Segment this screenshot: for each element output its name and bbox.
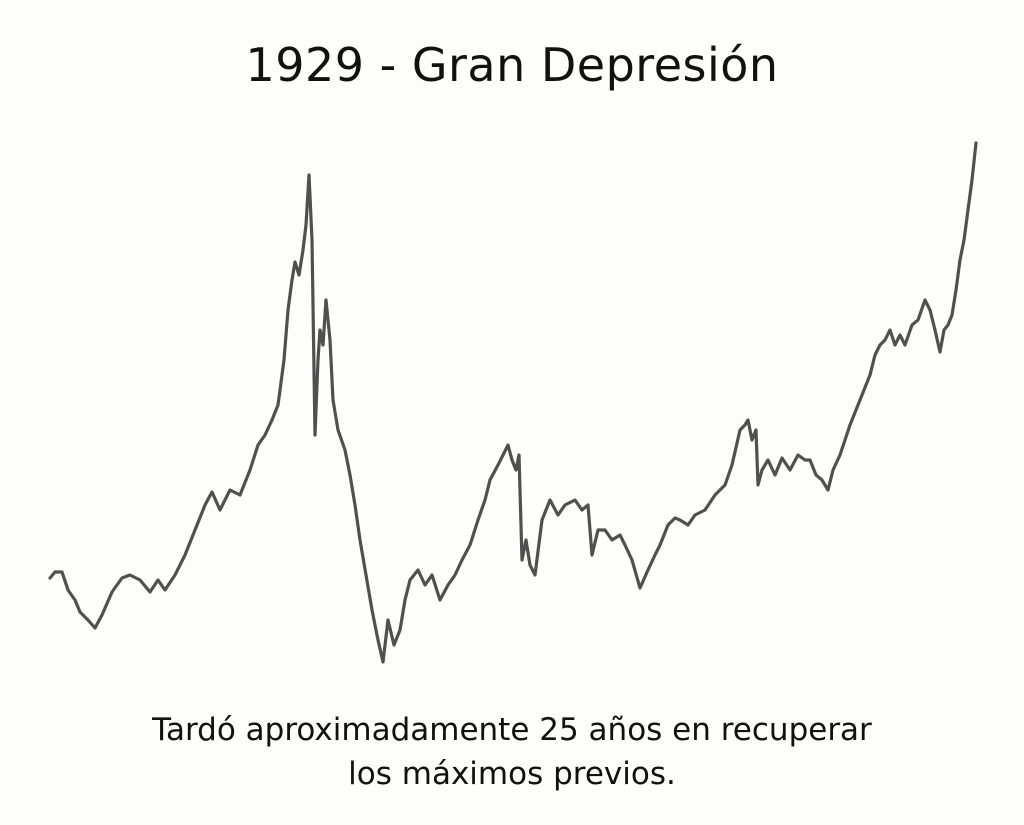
index-line-series <box>48 141 978 664</box>
chart-caption: Tardó aproximadamente 25 años en recuper… <box>0 708 1024 796</box>
caption-line-1: Tardó aproximadamente 25 años en recuper… <box>152 712 872 748</box>
chart-title: 1929 - Gran Depresión <box>245 38 779 92</box>
caption-line-2: los máximos previos. <box>348 756 676 792</box>
